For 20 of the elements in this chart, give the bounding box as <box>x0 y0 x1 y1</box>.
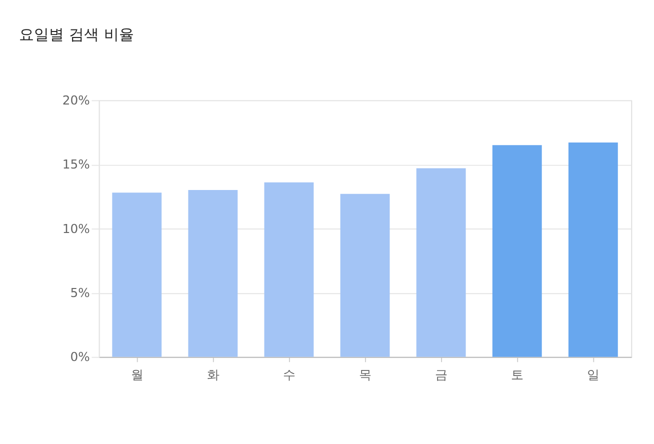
y-tick-label: 10% <box>62 222 90 236</box>
x-tick-label: 목 <box>359 368 372 382</box>
bar <box>188 190 238 357</box>
chart-title: 요일별 검색 비율 <box>19 25 134 44</box>
x-tick-label: 수 <box>282 368 295 382</box>
bar <box>492 145 542 357</box>
x-tick-label: 일 <box>587 368 600 382</box>
bar <box>568 142 618 357</box>
x-tick-label: 토 <box>511 368 524 382</box>
bar <box>340 194 390 357</box>
y-tick-label: 20% <box>62 93 90 108</box>
bar <box>416 168 466 357</box>
y-tick-label: 15% <box>62 158 90 172</box>
x-tick-label: 월 <box>130 368 143 382</box>
bar <box>264 182 314 357</box>
y-tick-label: 5% <box>70 286 90 300</box>
x-tick-label: 화 <box>206 368 219 382</box>
x-tick-label: 금 <box>435 368 448 382</box>
bar <box>112 192 162 357</box>
y-tick-label: 0% <box>70 350 90 364</box>
